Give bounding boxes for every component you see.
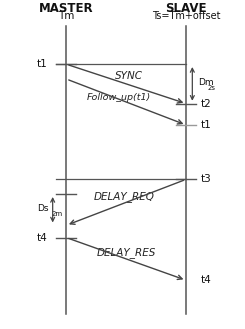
Text: SLAVE: SLAVE [165, 2, 207, 15]
Text: DELAY_REQ: DELAY_REQ [93, 191, 154, 202]
Text: MASTER: MASTER [39, 2, 93, 15]
Text: Ts=Tm+offset: Ts=Tm+offset [152, 12, 220, 21]
Text: SYNC: SYNC [115, 71, 143, 81]
Text: Ds: Ds [37, 204, 49, 213]
Text: Tm: Tm [58, 12, 74, 21]
Text: Dm: Dm [198, 78, 213, 87]
Text: Follow_up(t1): Follow_up(t1) [87, 92, 151, 102]
Text: 2s: 2s [208, 85, 216, 91]
Text: t1: t1 [200, 120, 211, 130]
Text: DELAY_RES: DELAY_RES [97, 247, 156, 258]
Text: 2m: 2m [51, 211, 62, 217]
Text: t1: t1 [36, 59, 47, 69]
Text: t3: t3 [200, 174, 211, 184]
Text: t2: t2 [200, 99, 211, 109]
Text: t4: t4 [200, 275, 211, 285]
Text: t4: t4 [36, 233, 47, 242]
